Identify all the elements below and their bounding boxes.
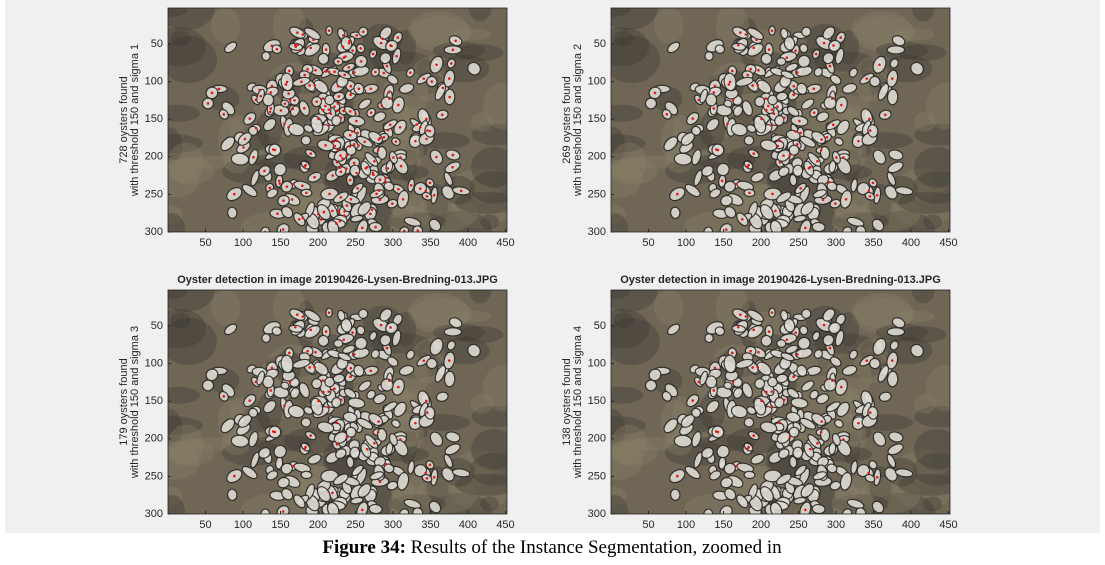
x-tick-label: 250 [789, 237, 807, 249]
y-tick-label: 50 [594, 38, 606, 50]
x-tick-label: 400 [902, 519, 920, 531]
x-tick-label: 200 [309, 519, 327, 531]
y-axis-label: with threshold 150 and sigma 2 [572, 44, 584, 197]
x-tick-label: 300 [827, 237, 845, 249]
y-tick-label: 100 [145, 76, 163, 88]
x-tick-label: 300 [384, 519, 402, 531]
x-tick-label: 100 [234, 237, 252, 249]
x-tick-label: 450 [939, 519, 957, 531]
x-tick-label: 350 [421, 519, 439, 531]
x-tick-label: 150 [271, 237, 289, 249]
image [583, 269, 967, 532]
y-tick-label: 200 [145, 433, 163, 445]
y-tick-label: 50 [594, 320, 606, 332]
y-tick-label: 250 [145, 470, 163, 482]
y-tick-label: 150 [145, 113, 163, 125]
x-tick-label: 350 [864, 519, 882, 531]
y-axis-label: with threshold 150 and sigma 3 [129, 326, 141, 479]
x-tick-label: 200 [752, 519, 770, 531]
x-tick-label: 150 [714, 237, 732, 249]
image [140, 0, 524, 250]
figure: Figure 34: Results of the Instance Segme… [0, 0, 1105, 565]
caption-label: Figure 34: [322, 537, 406, 558]
x-tick-label: 150 [714, 519, 732, 531]
y-tick-label: 200 [588, 433, 606, 445]
y-axis-label: with threshold 150 and sigma 1 [129, 44, 141, 197]
y-tick-label: 50 [151, 38, 163, 50]
x-tick-label: 450 [496, 237, 514, 249]
x-tick-label: 400 [459, 519, 477, 531]
x-tick-label: 100 [677, 237, 695, 249]
y-tick-label: 150 [145, 395, 163, 407]
caption: Figure 34: Results of the Instance Segme… [322, 537, 782, 558]
x-tick-label: 350 [421, 237, 439, 249]
x-tick-label: 250 [789, 519, 807, 531]
panel: 50 100 150 200 250 300 350 400 450 50 100 150 200 250… [561, 0, 966, 250]
x-tick-label: 50 [642, 237, 654, 249]
y-tick-label: 200 [588, 151, 606, 163]
y-tick-label: 150 [588, 395, 606, 407]
x-tick-label: 200 [309, 237, 327, 249]
x-tick-label: 350 [864, 237, 882, 249]
y-tick-label: 250 [588, 188, 606, 200]
y-axis-label: with threshold 150 and sigma 4 [572, 326, 584, 479]
y-tick-label: 250 [588, 470, 606, 482]
y-tick-label: 100 [588, 358, 606, 370]
x-tick-label: 100 [677, 519, 695, 531]
x-tick-label: 450 [939, 237, 957, 249]
x-tick-label: 300 [384, 237, 402, 249]
x-tick-label: 150 [271, 519, 289, 531]
image [583, 0, 967, 250]
panel-title: Oyster detection in image 20190426-Lysen… [620, 274, 941, 286]
panel: 50 100 150 200 250 300 350 400 450 50 100 150 200 250… [561, 269, 966, 532]
y-tick-label: 300 [145, 508, 163, 520]
y-tick-label: 300 [588, 226, 606, 238]
y-tick-label: 300 [145, 226, 163, 238]
y-tick-label: 100 [588, 76, 606, 88]
y-tick-label: 200 [145, 151, 163, 163]
panel-title: Oyster detection in image 20190426-Lysen… [177, 274, 498, 286]
x-tick-label: 50 [199, 237, 211, 249]
y-tick-label: 300 [588, 508, 606, 520]
y-tick-label: 250 [145, 188, 163, 200]
y-tick-label: 50 [151, 320, 163, 332]
x-tick-label: 300 [827, 519, 845, 531]
panel: 50 100 150 200 250 300 350 400 450 50 100 150 200 250… [118, 0, 523, 250]
x-tick-label: 250 [346, 519, 364, 531]
y-tick-label: 150 [588, 113, 606, 125]
x-tick-label: 50 [642, 519, 654, 531]
x-tick-label: 400 [459, 237, 477, 249]
x-tick-label: 100 [234, 519, 252, 531]
caption-text: Results of the Instance Segmentation, zo… [411, 537, 782, 558]
x-tick-label: 200 [752, 237, 770, 249]
image [140, 269, 524, 532]
x-tick-label: 450 [496, 519, 514, 531]
y-tick-label: 100 [145, 358, 163, 370]
x-tick-label: 50 [199, 519, 211, 531]
x-tick-label: 400 [902, 237, 920, 249]
panel: 50 100 150 200 250 300 350 400 450 50 100 150 200 250… [118, 269, 523, 532]
x-tick-label: 250 [346, 237, 364, 249]
